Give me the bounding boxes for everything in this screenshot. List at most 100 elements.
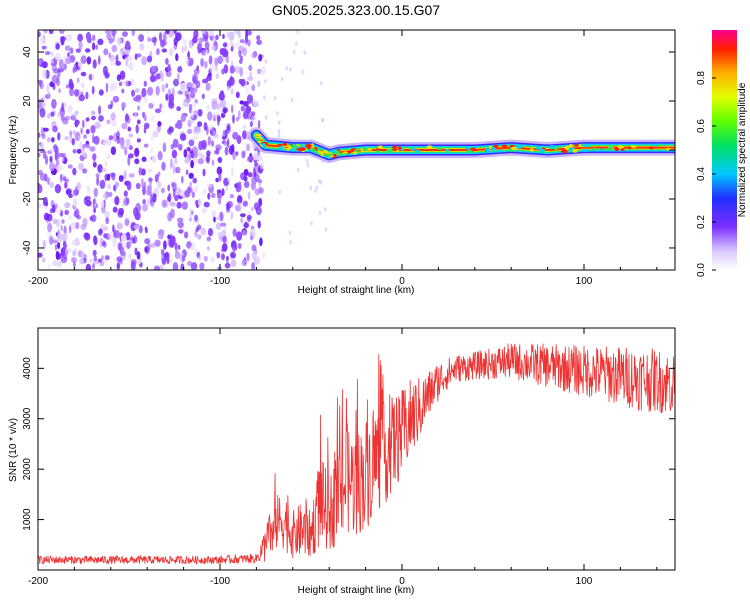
noise-speck xyxy=(54,244,58,251)
noise-speck xyxy=(240,213,246,218)
noise-speck xyxy=(222,33,225,40)
signal-blob xyxy=(410,147,416,151)
noise-speck xyxy=(260,65,267,75)
noise-speck xyxy=(247,76,254,82)
noise-speck xyxy=(249,230,255,237)
noise-speck xyxy=(189,217,192,222)
noise-speck xyxy=(108,191,113,198)
noise-speck xyxy=(153,265,160,270)
noise-speck xyxy=(215,222,222,230)
noise-speck xyxy=(232,150,237,161)
noise-speck xyxy=(243,222,250,229)
noise-speck xyxy=(250,111,256,117)
signal-blob xyxy=(607,146,615,149)
noise-speck xyxy=(278,129,281,134)
noise-speck xyxy=(52,84,56,91)
noise-speck xyxy=(39,81,42,88)
noise-speck xyxy=(296,167,300,172)
noise-speck xyxy=(71,222,76,227)
noise-speck xyxy=(202,187,207,196)
noise-speck xyxy=(165,93,169,101)
noise-speck xyxy=(170,208,175,219)
noise-speck xyxy=(250,181,256,191)
noise-speck xyxy=(124,116,131,124)
signal-blob xyxy=(257,140,262,143)
noise-speck xyxy=(251,261,255,270)
noise-speck xyxy=(138,167,143,176)
signal-blob xyxy=(327,153,332,157)
noise-speck xyxy=(158,229,165,236)
signal-blob xyxy=(491,147,496,151)
noise-speck xyxy=(147,86,154,96)
noise-speck xyxy=(86,144,91,149)
noise-speck xyxy=(146,198,150,206)
noise-speck xyxy=(186,94,190,100)
noise-speck xyxy=(185,169,189,175)
noise-speck xyxy=(245,84,251,95)
noise-speck xyxy=(54,52,61,61)
noise-speck xyxy=(155,187,160,195)
noise-speck xyxy=(112,82,117,91)
noise-speck xyxy=(49,162,55,172)
noise-speck xyxy=(264,79,267,84)
noise-speck xyxy=(206,75,212,81)
signal-blob xyxy=(377,145,383,149)
noise-speck xyxy=(73,210,78,218)
noise-speck xyxy=(92,198,96,205)
noise-speck xyxy=(179,190,186,197)
noise-speck xyxy=(60,224,63,232)
noise-speck xyxy=(309,185,312,191)
noise-speck xyxy=(101,168,107,172)
noise-speck xyxy=(258,54,263,62)
snr-x-ticks: -200 -100 0 100 xyxy=(28,328,658,587)
noise-speck xyxy=(92,263,95,270)
noise-speck xyxy=(80,82,85,89)
noise-speck xyxy=(256,68,262,75)
noise-speck xyxy=(116,262,121,270)
noise-speck xyxy=(224,122,228,127)
noise-speck xyxy=(247,156,254,161)
noise-speck xyxy=(121,122,128,130)
noise-speck xyxy=(41,133,46,140)
noise-speck xyxy=(45,201,48,207)
noise-speck xyxy=(265,115,268,120)
noise-speck xyxy=(52,68,59,74)
noise-speck xyxy=(157,150,163,161)
noise-speck xyxy=(89,258,93,264)
noise-speck xyxy=(165,58,169,65)
signal-blob xyxy=(572,149,578,153)
noise-speck xyxy=(128,253,132,260)
noise-speck xyxy=(76,148,82,154)
noise-speck xyxy=(178,229,184,234)
noise-speck xyxy=(131,89,135,97)
noise-speck xyxy=(257,80,261,87)
noise-speck xyxy=(169,201,176,207)
noise-speck xyxy=(252,250,256,261)
noise-speck xyxy=(186,128,193,135)
noise-speck xyxy=(111,44,118,53)
noise-speck xyxy=(203,201,210,208)
noise-speck xyxy=(143,80,147,87)
noise-speck xyxy=(64,181,68,189)
noise-speck xyxy=(318,210,322,216)
noise-speck xyxy=(184,56,189,66)
noise-speck xyxy=(241,150,246,159)
noise-speck xyxy=(170,158,173,168)
noise-speck xyxy=(143,143,149,148)
noise-speck xyxy=(116,222,123,230)
signal-blob xyxy=(386,148,394,153)
noise-speck xyxy=(97,258,103,263)
noise-speck xyxy=(82,168,88,174)
noise-speck xyxy=(98,228,103,235)
noise-speck xyxy=(197,158,204,165)
noise-speck xyxy=(154,108,162,114)
noise-speck xyxy=(128,133,134,138)
noise-speck xyxy=(51,137,55,143)
noise-speck xyxy=(230,88,234,95)
noise-speck xyxy=(134,211,141,221)
noise-speck xyxy=(106,173,111,181)
noise-speck xyxy=(189,181,193,187)
signal-blob xyxy=(501,144,508,148)
signal-blob xyxy=(367,148,372,151)
